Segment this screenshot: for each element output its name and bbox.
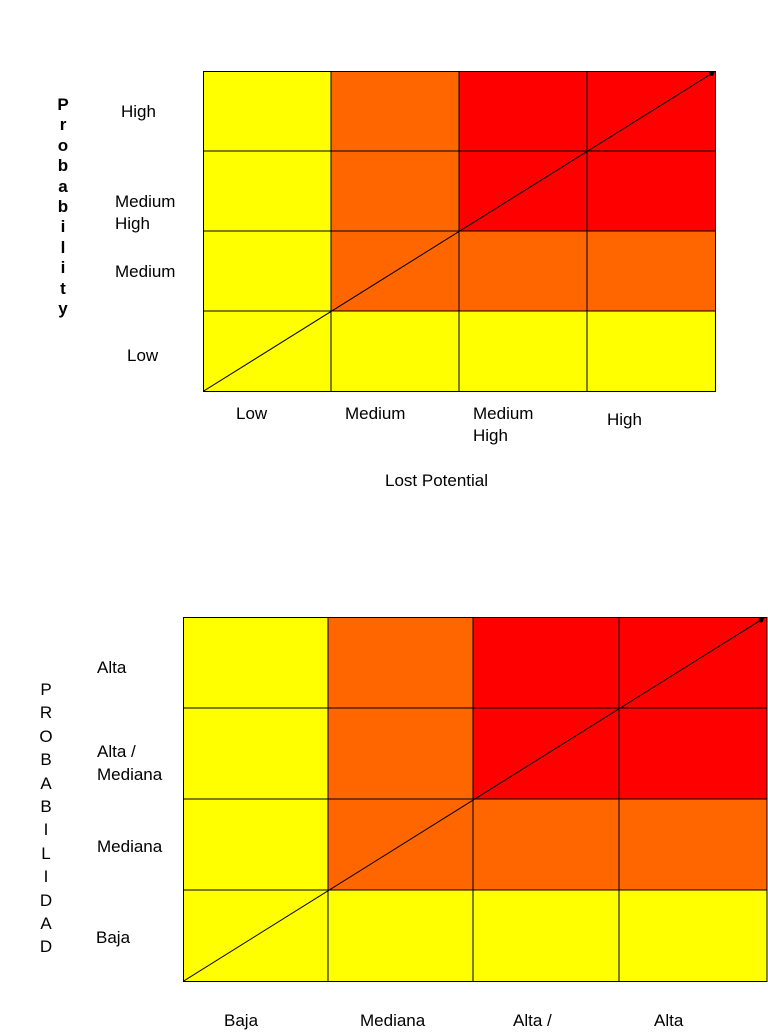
risk-cell-r3-c1	[183, 798, 329, 891]
x-label-baja: Baja	[224, 1011, 259, 1030]
risk-cell-r1-c2	[330, 71, 460, 152]
x-label-alta: Alta	[654, 1011, 684, 1030]
risk-cell-r2-c4	[586, 150, 716, 232]
diagonal-line-endpoint	[709, 71, 714, 76]
risk-cell-r2-c4	[618, 707, 768, 800]
risk-cell-r3-c1	[203, 230, 332, 312]
diagonal-line-endpoint-es	[758, 617, 764, 623]
risk-cell-r1-c1	[183, 617, 329, 709]
x-label-medium: Medium	[345, 404, 406, 423]
x-label-medium-high: Medium High	[473, 404, 534, 445]
risk-cell-r4-c2	[330, 310, 460, 392]
risk-cell-r2-c1	[183, 707, 329, 800]
risk-cell-r4-c4	[618, 889, 768, 982]
risk-cell-r1-c1	[203, 71, 332, 152]
y-label-alta-mediana: Alta / Mediana	[97, 742, 163, 784]
risk-grid-es	[183, 617, 768, 982]
diagonal-risk-line-es	[183, 617, 766, 982]
risk-cell-r3-c2	[327, 798, 474, 891]
grid-cells-es	[183, 617, 768, 982]
risk-cell-r4-c3	[458, 310, 588, 392]
y-label-low: Low	[127, 346, 159, 365]
x-label-alta-slash: Alta /	[513, 1011, 552, 1030]
risk-cell-r3-c4	[618, 798, 768, 891]
x-label-high: High	[607, 410, 642, 429]
risk-grid	[203, 71, 716, 392]
risk-cell-r1-c3	[472, 617, 620, 709]
probabilidad-axis-title: P R O B A B I L I D A D	[39, 680, 53, 957]
risk-cell-r3-c3	[472, 798, 620, 891]
probability-axis-title: P r o b a b i l i t y	[57, 95, 69, 319]
y-label-mediana: Mediana	[97, 837, 163, 856]
x-label-low: Low	[236, 404, 268, 423]
lost-potential-axis-title: Lost Potential	[385, 471, 489, 490]
y-label-baja: Baja	[96, 928, 131, 947]
risk-cell-r4-c4	[586, 310, 716, 392]
risk-cell-r4-c2	[327, 889, 474, 982]
risk-matrix-english: P r o b a b i l i t y High Medium High M…	[0, 0, 768, 500]
risk-cell-r2-c2	[327, 707, 474, 800]
risk-cell-r2-c3	[472, 707, 620, 800]
y-label-high: High	[121, 102, 156, 121]
risk-cell-r3-c4	[586, 230, 716, 312]
y-label-alta: Alta	[97, 658, 127, 677]
risk-cell-r3-c3	[458, 230, 588, 312]
risk-cell-r1-c3	[458, 71, 588, 152]
y-label-medium: Medium	[115, 262, 176, 281]
diagonal-risk-line	[203, 71, 716, 392]
risk-cell-r4-c3	[472, 889, 620, 982]
y-label-medium-high: Medium High	[115, 192, 176, 233]
x-label-mediana: Mediana	[360, 1011, 426, 1030]
risk-cell-r1-c2	[327, 617, 474, 709]
